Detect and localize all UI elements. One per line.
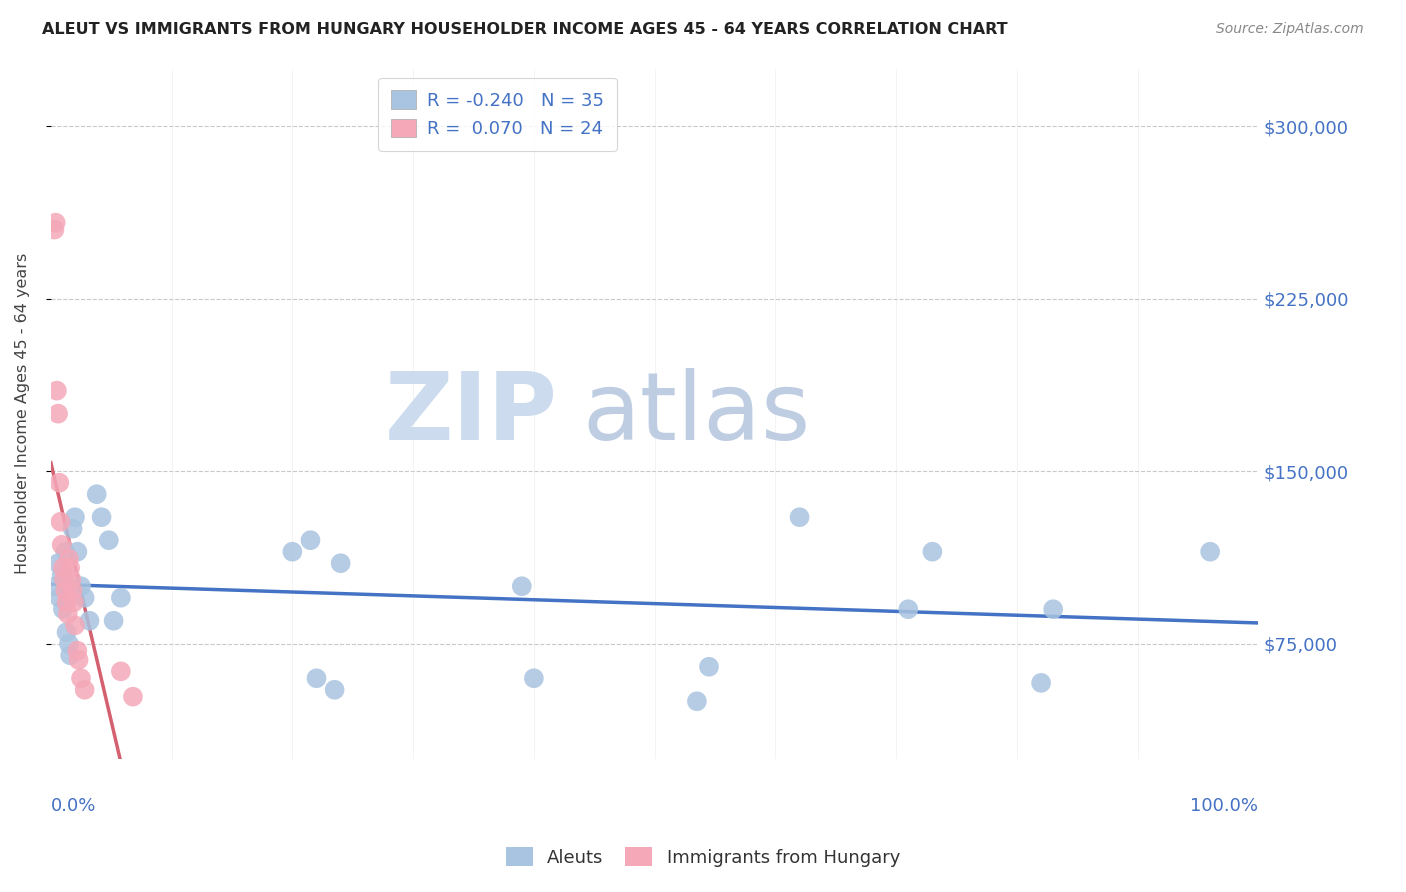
Point [67,653,90,667]
Point [1029,676,1052,690]
Point [62,522,84,536]
Point [53,545,76,559]
Point [697,659,720,673]
Point [897,602,920,616]
Text: ZIP: ZIP [385,368,558,459]
Point [86,487,108,501]
Point [59,648,82,663]
Point [51,567,73,582]
Point [281,545,304,559]
Point [1042,602,1064,616]
Point [73,591,96,605]
Point [63,510,86,524]
Point [66,545,89,559]
Point [97,533,120,548]
Point [55,595,77,609]
Point [73,682,96,697]
Point [70,579,93,593]
Point [299,533,322,548]
Point [45,216,67,230]
Text: Source: ZipAtlas.com: Source: ZipAtlas.com [1216,22,1364,37]
Point [59,561,82,575]
Point [329,556,352,570]
Point [62,595,84,609]
Point [122,690,145,704]
Point [305,671,328,685]
Point [110,591,132,605]
Point [510,579,533,593]
Point [53,583,76,598]
Text: ALEUT VS IMMIGRANTS FROM HUNGARY HOUSEHOLDER INCOME AGES 45 - 64 YEARS CORRELATI: ALEUT VS IMMIGRANTS FROM HUNGARY HOUSEHO… [42,22,1008,37]
Text: atlas: atlas [582,368,810,459]
Point [62,583,84,598]
Point [48,475,70,490]
Point [79,614,101,628]
Point [686,694,709,708]
Point [49,515,72,529]
Point [60,572,83,586]
Point [110,665,132,679]
Point [46,556,69,570]
Point [523,671,546,685]
Point [52,561,75,575]
Point [58,637,80,651]
Point [921,545,943,559]
Point [789,510,811,524]
Legend: R = -0.240   N = 35, R =  0.070   N = 24: R = -0.240 N = 35, R = 0.070 N = 24 [378,78,617,151]
Point [55,625,77,640]
Point [103,614,125,628]
Point [45,384,67,398]
Point [51,538,73,552]
Point [1199,545,1222,559]
Point [53,572,76,586]
Point [66,643,89,657]
Legend: Aleuts, Immigrants from Hungary: Aleuts, Immigrants from Hungary [499,840,907,874]
Point [45,579,67,593]
Point [63,618,86,632]
Point [70,671,93,685]
Point [44,222,66,236]
Point [323,682,346,697]
Point [48,591,70,605]
Point [56,607,79,621]
Text: 0.0%: 0.0% [51,797,96,814]
Point [90,510,112,524]
Text: 100.0%: 100.0% [1191,797,1258,814]
Point [58,551,80,566]
Point [52,602,75,616]
Point [46,407,69,421]
Y-axis label: Householder Income Ages 45 - 64 years: Householder Income Ages 45 - 64 years [15,253,30,574]
